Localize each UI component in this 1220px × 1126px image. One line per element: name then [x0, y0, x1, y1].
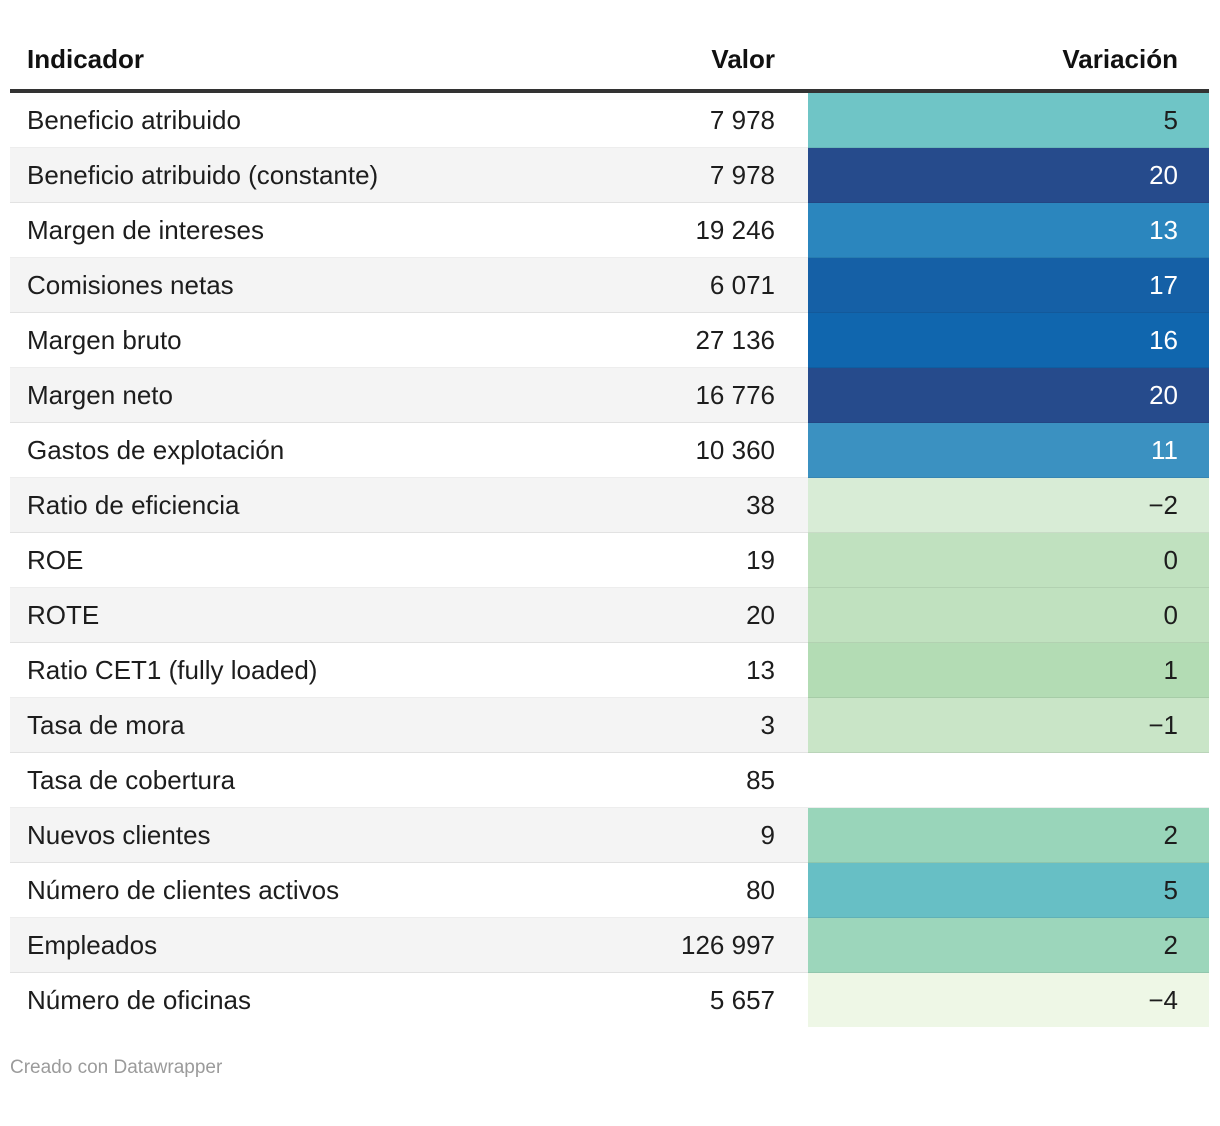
table-row: Beneficio atribuido (constante) 7 978 20: [10, 147, 1209, 203]
variation-heatmap-cell: 20: [808, 367, 1209, 423]
value-cell: 16 776: [400, 367, 808, 423]
indicator-cell: Empleados: [10, 917, 400, 973]
indicator-cell: Número de oficinas: [27, 985, 251, 1015]
table-row: Margen neto 16 776 20: [10, 367, 1209, 423]
indicator-cell: ROE: [10, 532, 400, 588]
value-cell: 6 071: [400, 257, 808, 313]
indicator-cell: Tasa de cobertura: [10, 752, 400, 808]
value-cell: 10 360: [400, 422, 808, 478]
table-row: ROTE 20 0: [10, 587, 1209, 643]
indicator-cell: Margen de intereses: [10, 202, 400, 258]
variation-heatmap-cell: 5: [808, 91, 1209, 148]
variation-heatmap-cell: 2: [808, 807, 1209, 863]
variation-heatmap-cell: −4: [808, 972, 1209, 1027]
value-cell: 9: [400, 807, 808, 863]
value-cell: 85: [400, 752, 808, 808]
value-cell: 126 997: [400, 917, 808, 973]
indicator-cell: Ratio CET1 (fully loaded): [10, 642, 400, 698]
table-row: ROE 19 0: [10, 532, 1209, 588]
column-header-valor: Valor: [400, 0, 808, 93]
variation-heatmap-cell: 16: [808, 312, 1209, 368]
variation-heatmap-cell: 17: [808, 257, 1209, 313]
value-cell: 38: [400, 477, 808, 533]
table-row: Tasa de mora 3 −1: [10, 697, 1209, 753]
indicator-cell: Margen bruto: [10, 312, 400, 368]
variation-heatmap-cell: 1: [808, 642, 1209, 698]
table-row: Margen bruto 27 136 16: [10, 312, 1209, 368]
variation-heatmap-cell: −2: [808, 477, 1209, 533]
variation-heatmap-cell: 13: [808, 202, 1209, 258]
variation-empty-cell: [808, 752, 1209, 808]
indicator-cell: Margen neto: [10, 367, 400, 423]
indicator-cell: ROTE: [10, 587, 400, 643]
value-cell: 20: [400, 587, 808, 643]
value-cell: 5 657: [709, 985, 775, 1015]
indicator-cell: Beneficio atribuido: [10, 91, 400, 148]
variation-heatmap-cell: 0: [808, 532, 1209, 588]
table-row: Número de oficinas 5 657 −4: [10, 972, 1209, 1027]
variation-heatmap-cell: 2: [808, 917, 1209, 973]
table-row: Tasa de cobertura 85: [10, 752, 1209, 808]
value-cell: 7 978: [400, 147, 808, 203]
value-cell: 19: [400, 532, 808, 588]
indicators-table: Indicador Valor Variación Beneficio atri…: [10, 0, 1209, 1027]
column-header-indicador: Indicador: [10, 0, 400, 93]
value-cell: 13: [400, 642, 808, 698]
variation-heatmap-cell: 20: [808, 147, 1209, 203]
value-cell: 80: [400, 862, 808, 918]
variation-heatmap-cell: 11: [808, 422, 1209, 478]
indicator-cell: Comisiones netas: [10, 257, 400, 313]
datawrapper-credit: Creado con Datawrapper: [10, 1057, 223, 1078]
variation-heatmap-cell: −1: [808, 697, 1209, 753]
value-cell: 7 978: [400, 91, 808, 148]
table-row: Comisiones netas 6 071 17: [10, 257, 1209, 313]
table-row: Empleados 126 997 2: [10, 917, 1209, 973]
value-cell: 27 136: [400, 312, 808, 368]
header-row: Indicador Valor Variación: [10, 0, 1209, 93]
indicator-cell: Gastos de explotación: [10, 422, 400, 478]
value-cell: 19 246: [400, 202, 808, 258]
column-header-variacion: Variación: [808, 0, 1209, 93]
table-row: Ratio CET1 (fully loaded) 13 1: [10, 642, 1209, 698]
indicator-cell: Tasa de mora: [10, 697, 400, 753]
table-row: Gastos de explotación 10 360 11: [10, 422, 1209, 478]
indicator-cell: Nuevos clientes: [10, 807, 400, 863]
indicator-cell: Ratio de eficiencia: [10, 477, 400, 533]
variation-heatmap-cell: 0: [808, 587, 1209, 643]
value-cell: 3: [400, 697, 808, 753]
table-row: Nuevos clientes 9 2: [10, 807, 1209, 863]
table-row: Beneficio atribuido 7 978 5: [10, 91, 1209, 148]
table-row: Número de clientes activos 80 5: [10, 862, 1209, 918]
table-row: Margen de intereses 19 246 13: [10, 202, 1209, 258]
indicator-cell: Beneficio atribuido (constante): [10, 147, 400, 203]
variation-heatmap-cell: 5: [808, 862, 1209, 918]
indicator-cell: Número de clientes activos: [10, 862, 400, 918]
table-row: Ratio de eficiencia 38 −2: [10, 477, 1209, 533]
